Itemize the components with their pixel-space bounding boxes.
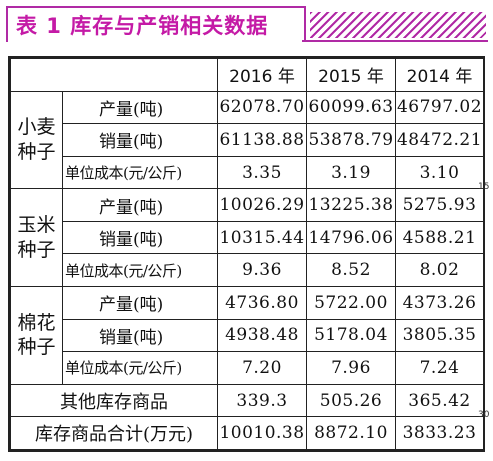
table-row: 销量(吨) 61138.88 53878.79 48472.21 <box>11 123 484 157</box>
metric-label: 产量(吨) <box>62 188 218 222</box>
category-wheat-seed: 小麦种子 <box>10 90 63 190</box>
value-cell: 505.26 <box>306 383 396 418</box>
margin-mark: 30 <box>478 410 490 420</box>
table-row: 棉花种子 产量(吨) 4736.80 5722.00 4373.26 <box>10 286 484 385</box>
value-cell: 365.42 <box>395 383 484 418</box>
metric-label: 产量(吨) <box>62 90 218 125</box>
value-cell: 10315.44 <box>217 220 307 255</box>
category-corn-seed: 玉米种子 <box>10 188 63 288</box>
column-header-2015: 2015 年 <box>306 58 396 92</box>
table-title-bar: 表 1 库存与产销相关数据 <box>6 6 488 44</box>
value-cell: 3.35 <box>217 155 307 190</box>
value-cell: 10026.29 <box>217 188 307 222</box>
data-table-container: 2016 年 2015 年 2014 年 小麦种子 产量(吨) 62078.70… <box>8 56 485 452</box>
table-row: 单位成本(元/公斤) 7.20 7.96 7.24 <box>11 351 484 385</box>
inventory-sales-table: 2016 年 2015 年 2014 年 小麦种子 产量(吨) 62078.70… <box>10 58 484 450</box>
value-cell: 3833.23 <box>395 416 484 450</box>
other-inventory-label: 其他库存商品 <box>10 383 218 418</box>
value-cell: 4588.21 <box>395 220 484 255</box>
value-cell: 7.20 <box>217 351 307 385</box>
value-cell: 7.96 <box>306 351 396 385</box>
value-cell: 4736.80 <box>217 286 307 320</box>
table-row: 销量(吨) 10315.44 14796.06 4588.21 <box>11 220 484 255</box>
metric-label: 单位成本(元/公斤) <box>62 351 218 385</box>
total-label: 库存商品合计(万元) <box>10 416 218 450</box>
value-cell: 4938.48 <box>217 318 307 353</box>
value-cell: 46797.02 <box>395 90 484 125</box>
value-cell: 339.3 <box>217 383 307 418</box>
value-cell: 10010.38 <box>217 416 307 450</box>
table-row-total: 库存商品合计(万元) 10010.38 8872.10 3833.23 <box>10 416 484 450</box>
value-cell: 61138.88 <box>217 123 307 157</box>
title-underline <box>302 40 488 42</box>
value-cell: 3805.35 <box>395 318 484 353</box>
table-row: 单位成本(元/公斤) 3.35 3.19 3.10 <box>11 155 484 190</box>
metric-label: 产量(吨) <box>62 286 218 320</box>
value-cell: 5722.00 <box>306 286 396 320</box>
value-cell: 48472.21 <box>395 123 484 157</box>
value-cell: 13225.38 <box>306 188 396 222</box>
metric-label: 销量(吨) <box>62 123 218 157</box>
value-cell: 3.10 <box>395 155 484 190</box>
table-row: 小麦种子 产量(吨) 62078.70 60099.63 46797.02 <box>10 90 484 190</box>
category-cotton-seed: 棉花种子 <box>10 286 63 385</box>
value-cell: 7.24 <box>395 351 484 385</box>
value-cell: 9.36 <box>217 253 307 288</box>
value-cell: 8872.10 <box>306 416 396 450</box>
table-title: 表 1 库存与产销相关数据 <box>16 14 269 38</box>
value-cell: 5275.93 <box>395 188 484 222</box>
table-row: 销量(吨) 4938.48 5178.04 3805.35 <box>11 318 484 353</box>
value-cell: 14796.06 <box>306 220 396 255</box>
metric-label: 单位成本(元/公斤) <box>62 253 218 288</box>
value-cell: 4373.26 <box>395 286 484 320</box>
metric-label: 销量(吨) <box>62 220 218 255</box>
header-blank-cell <box>10 58 218 92</box>
value-cell: 60099.63 <box>306 90 396 125</box>
table-row: 玉米种子 产量(吨) 10026.29 13225.38 5275.93 <box>10 188 484 288</box>
margin-mark: 15 <box>478 182 490 192</box>
value-cell: 8.52 <box>306 253 396 288</box>
value-cell: 62078.70 <box>217 90 307 125</box>
header-row: 2016 年 2015 年 2014 年 <box>10 58 484 92</box>
title-hatch-decoration <box>310 12 486 38</box>
metric-label: 单位成本(元/公斤) <box>62 155 218 190</box>
column-header-2016: 2016 年 <box>217 58 307 92</box>
table-row: 单位成本(元/公斤) 9.36 8.52 8.02 <box>11 253 484 288</box>
table-row-other-inventory: 其他库存商品 339.3 505.26 365.42 <box>10 383 484 418</box>
column-header-2014: 2014 年 <box>395 58 484 92</box>
value-cell: 53878.79 <box>306 123 396 157</box>
title-tab: 表 1 库存与产销相关数据 <box>6 6 306 42</box>
value-cell: 8.02 <box>395 253 484 288</box>
value-cell: 3.19 <box>306 155 396 190</box>
metric-label: 销量(吨) <box>62 318 218 353</box>
value-cell: 5178.04 <box>306 318 396 353</box>
